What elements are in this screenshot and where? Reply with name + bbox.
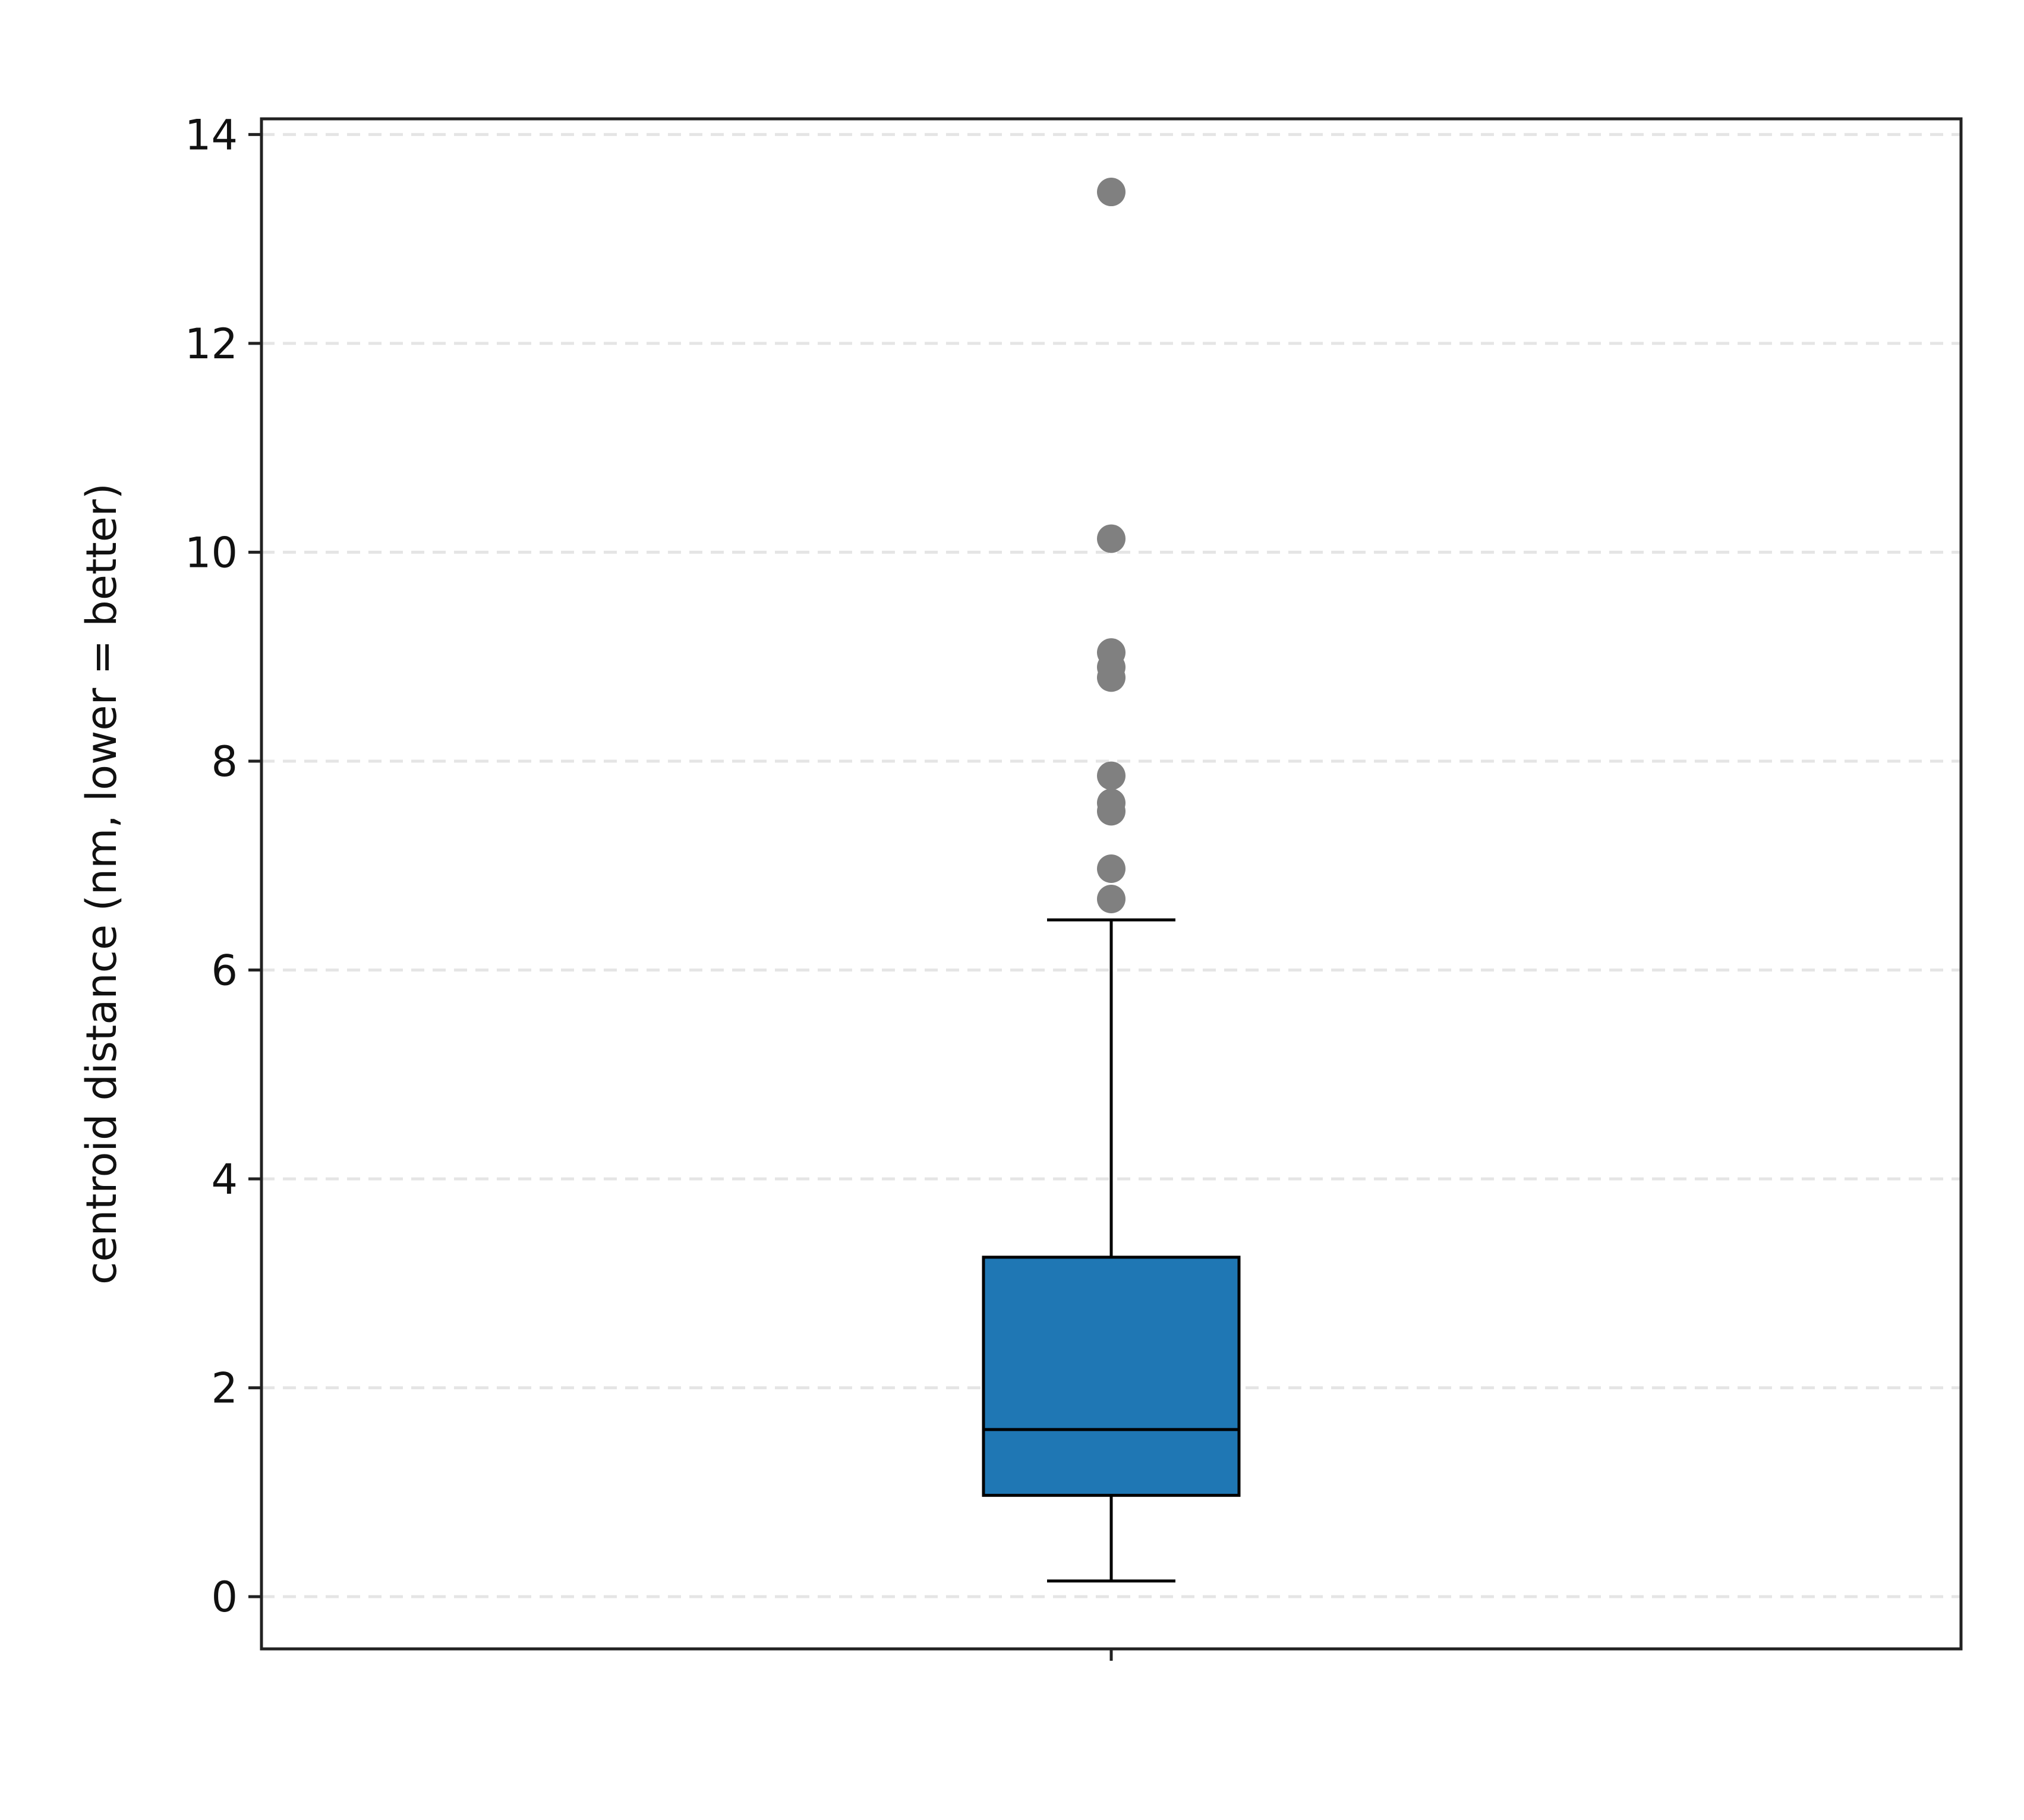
y-tick-label: 14: [185, 111, 238, 159]
y-axis-ticks: 0 2 4 6 8 10 12 14: [185, 111, 1113, 1661]
y-tick-label: 2: [211, 1364, 238, 1413]
box-plot: [982, 178, 1241, 1583]
y-tick-label: 0: [211, 1573, 238, 1622]
interquartile-box: [982, 1256, 1241, 1497]
y-tick-label: 8: [211, 737, 238, 786]
y-tick-label: 10: [185, 528, 238, 577]
outlier-point: [1097, 524, 1126, 553]
y-tick-label: 4: [211, 1155, 238, 1204]
y-tick-label: 6: [211, 947, 238, 995]
y-axis-label: centroid distance (nm, lower = better): [77, 483, 126, 1285]
outlier-point: [1097, 761, 1126, 790]
outlier-point: [1097, 854, 1126, 884]
outlier-point: [1097, 638, 1126, 667]
outlier-point: [1097, 884, 1126, 913]
y-tick-label: 12: [185, 320, 238, 368]
outlier-point: [1097, 788, 1126, 818]
grid-lines: [261, 133, 1961, 1598]
outlier-point: [1097, 178, 1126, 207]
